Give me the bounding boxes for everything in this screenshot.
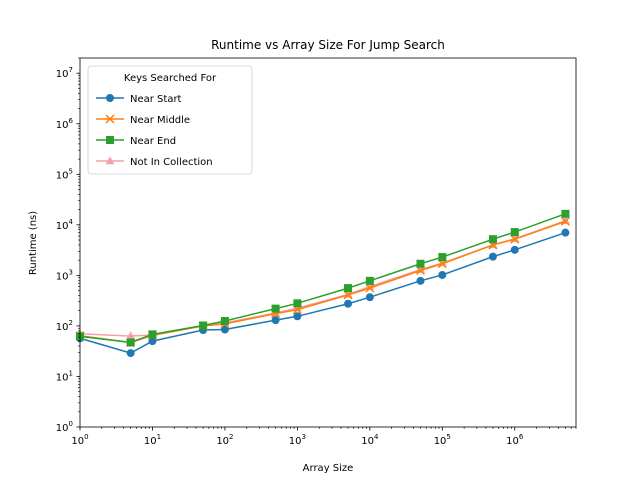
x-tick-label: 106: [506, 433, 524, 447]
data-point: [561, 228, 570, 237]
legend-label: Near End: [130, 136, 176, 147]
data-point: [416, 276, 425, 285]
y-axis-label: Runtime (ns): [28, 211, 39, 275]
y-tick-label: 105: [56, 167, 73, 181]
y-tick-label: 104: [56, 218, 74, 232]
series-line: [79, 213, 566, 344]
data-point: [365, 293, 374, 302]
chart-title: Runtime vs Array Size For Jump Search: [211, 38, 445, 52]
data-point: [271, 304, 280, 313]
data-point: [416, 259, 425, 268]
legend-marker: [106, 136, 114, 144]
x-tick-label: 101: [144, 433, 161, 447]
data-point: [293, 299, 302, 308]
data-point: [126, 349, 135, 358]
data-point: [343, 290, 353, 300]
x-axis-label: Array Size: [303, 463, 354, 474]
series-line: [79, 220, 566, 344]
x-tick-label: 104: [361, 433, 379, 447]
data-point: [560, 216, 570, 226]
x-tick-label: 103: [289, 433, 306, 447]
legend-marker: [105, 114, 115, 124]
axes-frame: [79, 57, 577, 428]
data-point: [415, 265, 426, 276]
legend-label: Near Middle: [130, 115, 190, 126]
legend-entry: Near Start: [96, 94, 182, 105]
legend-entry: Not In Collection: [96, 156, 213, 168]
legend-marker: [106, 94, 114, 102]
data-point: [365, 276, 374, 285]
x-tick-label: 105: [434, 433, 451, 447]
data-point: [344, 284, 353, 293]
data-point: [199, 321, 208, 330]
legend-title: Keys Searched For: [124, 73, 217, 84]
y-tick-label: 107: [56, 66, 73, 80]
data-point: [126, 331, 136, 340]
y-tick-label: 103: [56, 268, 73, 282]
data-point: [220, 317, 229, 326]
data-point: [438, 270, 447, 279]
legend-label: Near Start: [130, 94, 182, 105]
legend-label: Not In Collection: [130, 157, 213, 168]
y-tick-label: 100: [56, 420, 73, 434]
data-point: [220, 325, 229, 334]
legend: Keys Searched For Near Start Near Middle Ne…: [87, 65, 253, 175]
data-point: [510, 245, 519, 254]
data-point: [510, 234, 520, 244]
data-point: [293, 312, 302, 321]
legend-entry: Near End: [96, 136, 176, 147]
y-tick-label: 101: [56, 369, 73, 383]
data-point: [365, 283, 375, 293]
x-tick-label: 102: [216, 433, 233, 447]
legend-marker: [105, 156, 115, 165]
data-point: [510, 228, 519, 237]
x-tick-label: 100: [71, 433, 88, 447]
data-point: [438, 253, 447, 262]
legend-box: [87, 65, 253, 175]
y-tick-label: 102: [56, 319, 73, 333]
data-point: [561, 209, 570, 218]
data-point: [344, 299, 353, 308]
series-line: [79, 231, 566, 354]
data-point: [126, 338, 135, 347]
data-point: [488, 252, 497, 261]
data-point: [488, 235, 497, 244]
data-point: [148, 337, 157, 346]
data-point: [271, 316, 280, 325]
data-point: [148, 330, 157, 339]
legend-entry: Near Middle: [96, 114, 190, 126]
y-tick-label: 106: [56, 117, 74, 131]
axis-ticks: 100 101 102 103 104 105 106 100 101 102 103 104 105 1…: [56, 57, 577, 447]
